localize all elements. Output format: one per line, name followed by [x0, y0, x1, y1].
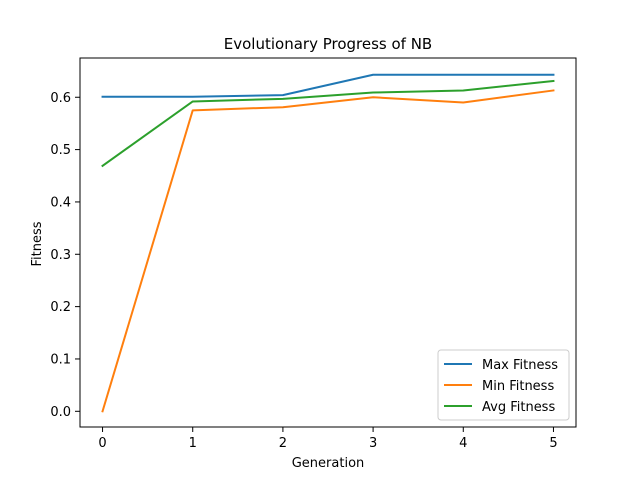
y-tick-label: 0.1 — [50, 352, 71, 367]
x-tick-label: 4 — [459, 436, 467, 451]
x-tick-label: 2 — [279, 436, 287, 451]
axes-frame — [79, 57, 577, 428]
x-tick-label: 3 — [369, 436, 377, 451]
y-tick-label: 0.4 — [50, 195, 71, 210]
y-tick-label: 0.2 — [50, 300, 71, 315]
legend: Max Fitness Min Fitness Avg Fitness — [437, 349, 570, 421]
x-tick-label: 1 — [189, 436, 197, 451]
x-axis-title: Generation — [292, 456, 365, 471]
x-tick-label: 0 — [98, 436, 106, 451]
y-axis-title: Fitness — [30, 221, 45, 266]
y-tick-label: 0.6 — [50, 91, 71, 106]
x-tick-label: 5 — [549, 436, 557, 451]
legend-label-min-fitness: Min Fitness — [482, 379, 554, 394]
y-tick-label: 0.5 — [50, 143, 71, 158]
legend-label-avg-fitness: Avg Fitness — [482, 400, 555, 415]
series-line-min-fitness — [101, 89, 555, 413]
y-tick-label: 0.3 — [50, 248, 71, 263]
series-line-avg-fitness — [101, 79, 555, 168]
legend-box — [437, 349, 570, 421]
y-tick-label: 0.0 — [50, 405, 71, 420]
series-line-max-fitness — [101, 73, 555, 98]
legend-label-max-fitness: Max Fitness — [482, 358, 558, 373]
plot-area: 0 1 2 3 4 5 0.0 0.1 0.2 0.3 0.4 0.5 0.6 Max Fitness Mi… — [50, 57, 577, 451]
chart-title: Evolutionary Progress of NB — [224, 35, 432, 53]
